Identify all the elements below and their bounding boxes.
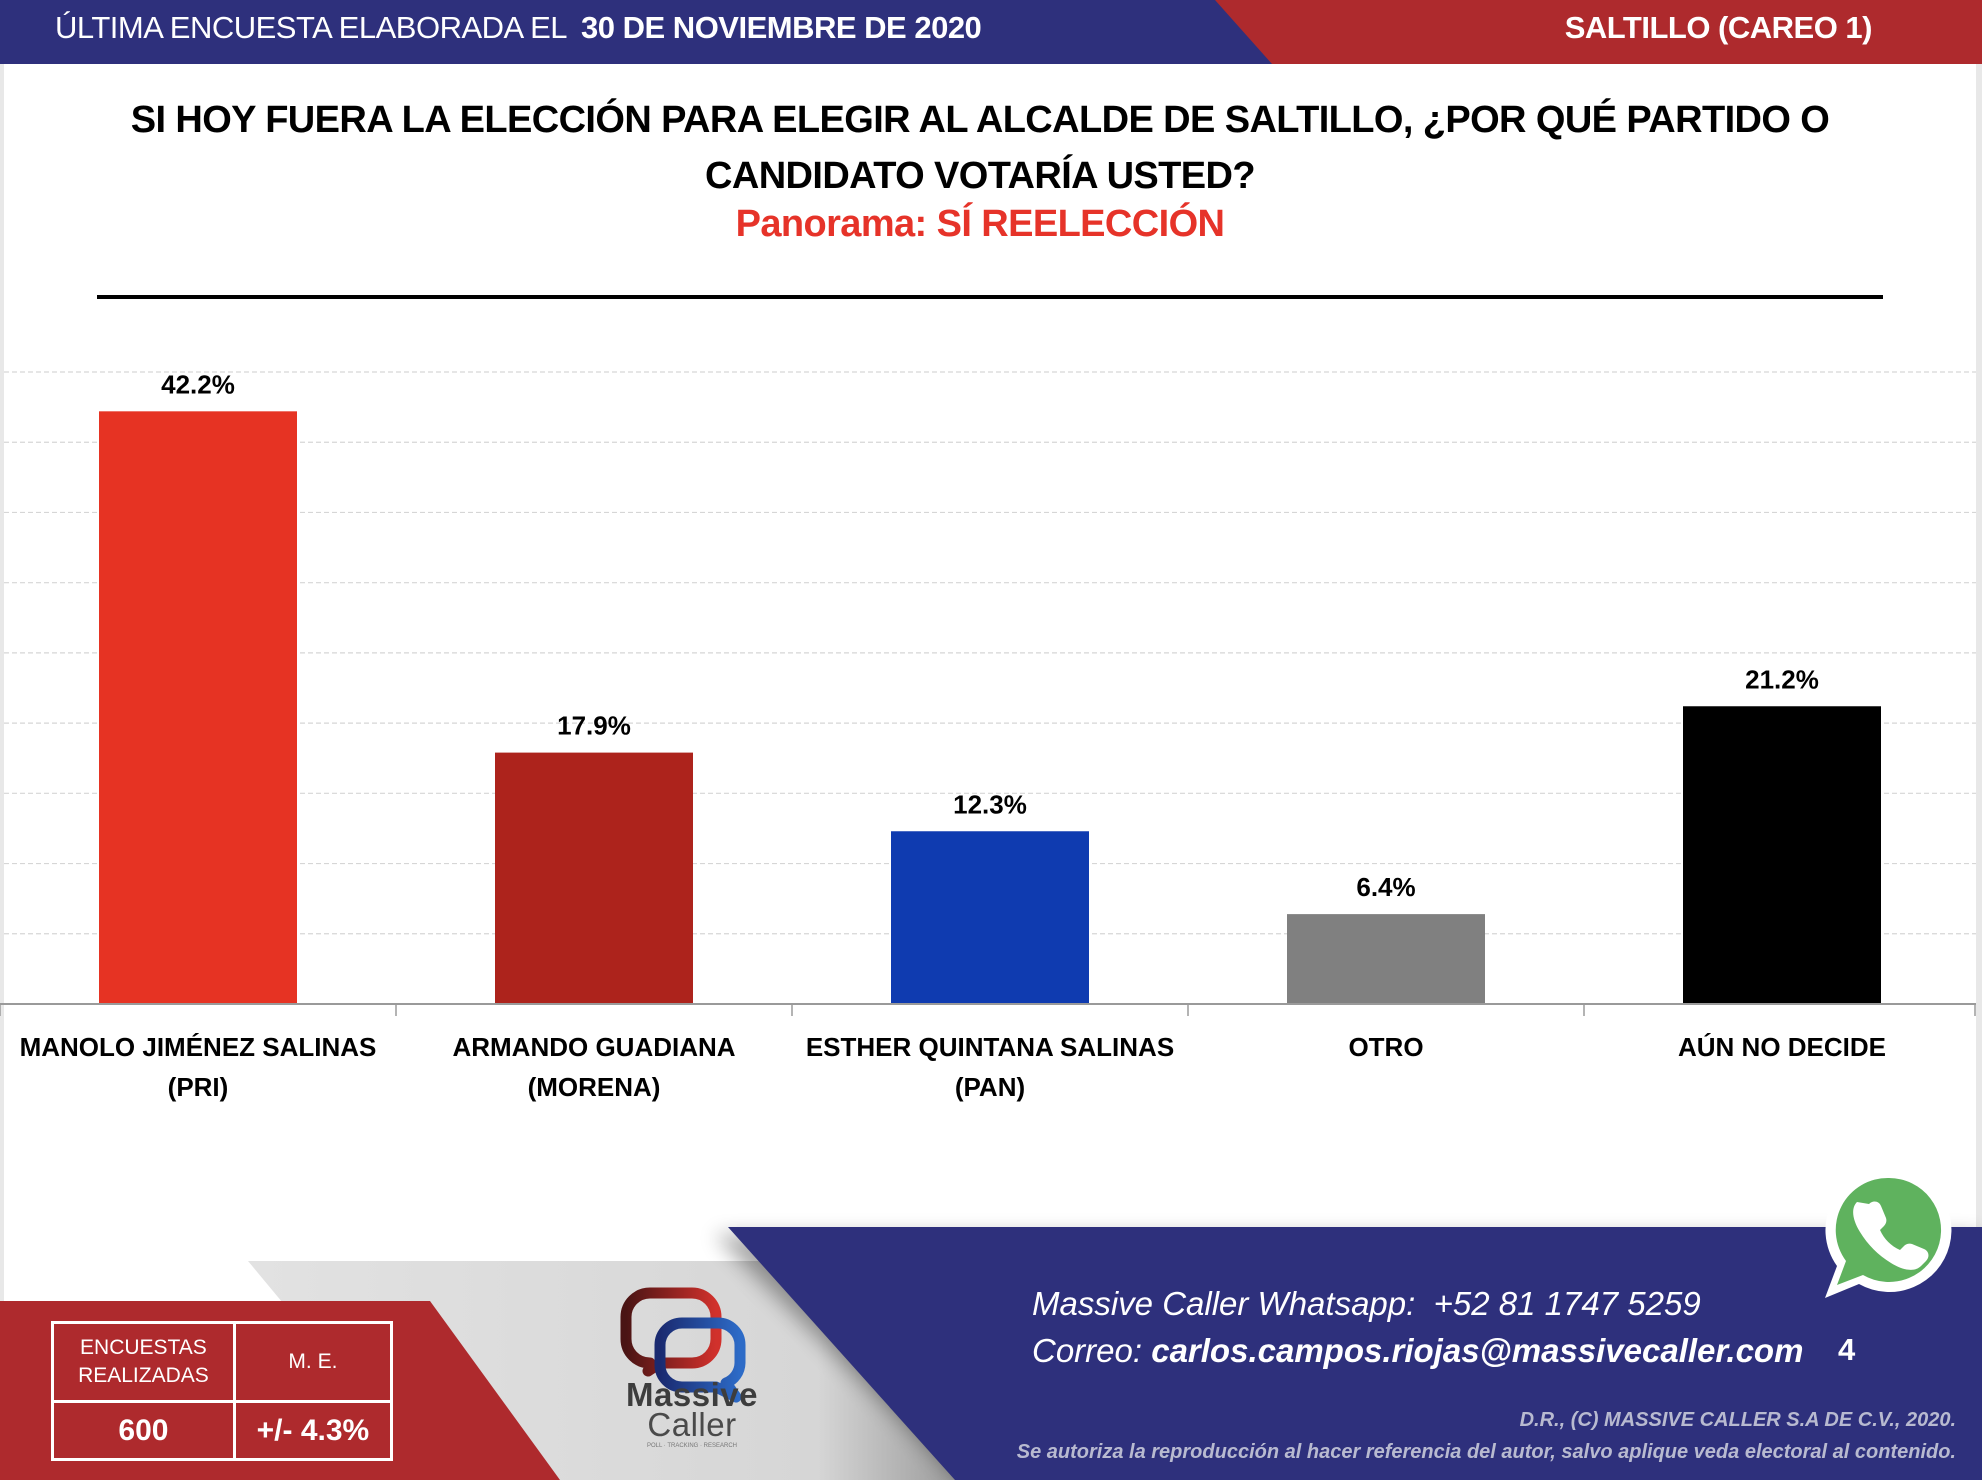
surveys-label: ENCUESTAS REALIZADAS bbox=[51, 1321, 236, 1403]
bar bbox=[99, 411, 297, 1004]
category-label-line-1: AÚN NO DECIDE bbox=[1678, 1032, 1886, 1062]
category-labels: MANOLO JIMÉNEZ SALINAS (PRI) ARMANDO GUADI… bbox=[20, 1032, 1886, 1102]
category-label-line-1: ESTHER QUINTANA SALINAS bbox=[806, 1032, 1174, 1062]
brand-name-line-2: Caller bbox=[647, 1406, 737, 1443]
bar bbox=[1287, 914, 1485, 1004]
value-label: 42.2% bbox=[161, 369, 235, 399]
value-label: 6.4% bbox=[1356, 872, 1415, 902]
survey-date-value: 30 DE NOVIEMBRE DE 2020 bbox=[581, 10, 982, 45]
whatsapp-number[interactable]: +52 81 1747 5259 bbox=[1433, 1285, 1701, 1322]
brand-tagline: POLL · TRACKING · RESEARCH bbox=[646, 1443, 738, 1449]
header-background bbox=[0, 0, 1982, 64]
value-label: 17.9% bbox=[557, 711, 631, 741]
category-label-line-1: MANOLO JIMÉNEZ SALINAS bbox=[20, 1032, 377, 1062]
question-title: SI HOY FUERA LA ELECCIÓN PARA ELEGIR AL … bbox=[80, 92, 1880, 204]
survey-date: ÚLTIMA ENCUESTA ELABORADA EL 30 DE NOVIEM… bbox=[55, 10, 982, 46]
surveys-label-line-2: REALIZADAS bbox=[78, 1364, 209, 1387]
page-number: 4 bbox=[1838, 1332, 1856, 1367]
category-label-line-2: (PRI) bbox=[168, 1072, 229, 1102]
right-edge-shade bbox=[1976, 64, 1982, 1244]
panorama-subtitle: Panorama: SÍ REELECCIÓN bbox=[735, 203, 1225, 245]
bar bbox=[891, 831, 1089, 1004]
category-label-line-1: OTRO bbox=[1348, 1032, 1423, 1062]
whatsapp-icon[interactable] bbox=[1814, 1160, 1964, 1310]
whatsapp-label: Massive Caller Whatsapp: bbox=[1032, 1285, 1416, 1322]
email-contact: Correo: carlos.campos.riojas@massivecall… bbox=[1032, 1332, 1803, 1370]
category-label-line-2: (PAN) bbox=[955, 1072, 1025, 1102]
left-edge-shade bbox=[0, 64, 4, 1304]
location-label: SALTILLO (CAREO 1) bbox=[1564, 10, 1873, 45]
value-labels: 42.2% 17.9% 12.3% 6.4% 21.2% bbox=[161, 369, 1819, 902]
surveys-label-line-1: ENCUESTAS bbox=[80, 1336, 207, 1359]
brand-name-line-1: Massive bbox=[626, 1376, 758, 1413]
category-label-line-2: (MORENA) bbox=[528, 1072, 661, 1102]
header-bar: ÚLTIMA ENCUESTA ELABORADA EL 30 DE NOVIEM… bbox=[0, 0, 1982, 64]
whatsapp-contact: Massive Caller Whatsapp: +52 81 1747 525… bbox=[1032, 1285, 1701, 1323]
category-label-line-1: ARMANDO GUADIANA bbox=[452, 1032, 735, 1062]
value-label: 21.2% bbox=[1745, 664, 1819, 694]
margin-error-value: +/- 4.3% bbox=[232, 1400, 394, 1461]
copyright-text: D.R., (C) MASSIVE CALLER S.A DE C.V., 20… bbox=[1519, 1409, 1956, 1431]
bars bbox=[99, 411, 1881, 1004]
x-axis bbox=[0, 1003, 1976, 1016]
question-line-2: CANDIDATO VOTARÍA USTED? bbox=[705, 155, 1256, 197]
value-label: 12.3% bbox=[953, 789, 1027, 819]
email-label: Correo: bbox=[1032, 1332, 1143, 1369]
email-link[interactable]: carlos.campos.riojas@massivecaller.com bbox=[1151, 1332, 1804, 1369]
header-blue-section bbox=[0, 0, 1272, 64]
bar bbox=[1683, 706, 1881, 1004]
massive-caller-logo-icon bbox=[620, 1287, 746, 1403]
legal-notice: Se autoriza la reproducción al hacer ref… bbox=[1016, 1441, 1956, 1463]
question-line-1: SI HOY FUERA LA ELECCIÓN PARA ELEGIR AL … bbox=[130, 99, 1830, 141]
survey-stats-table: ENCUESTAS REALIZADAS M. E. 600 +/- 4.3% bbox=[51, 1321, 394, 1461]
bar-chart: 42.2% 17.9% 12.3% 6.4% 21.2% MANOLO JIMÉNEZ … bbox=[0, 369, 1976, 1102]
bar bbox=[495, 752, 693, 1004]
title-divider bbox=[97, 295, 1883, 299]
margin-error-label: M. E. bbox=[232, 1321, 394, 1403]
survey-date-prefix: ÚLTIMA ENCUESTA ELABORADA EL bbox=[55, 10, 568, 45]
surveys-value: 600 bbox=[51, 1400, 236, 1461]
